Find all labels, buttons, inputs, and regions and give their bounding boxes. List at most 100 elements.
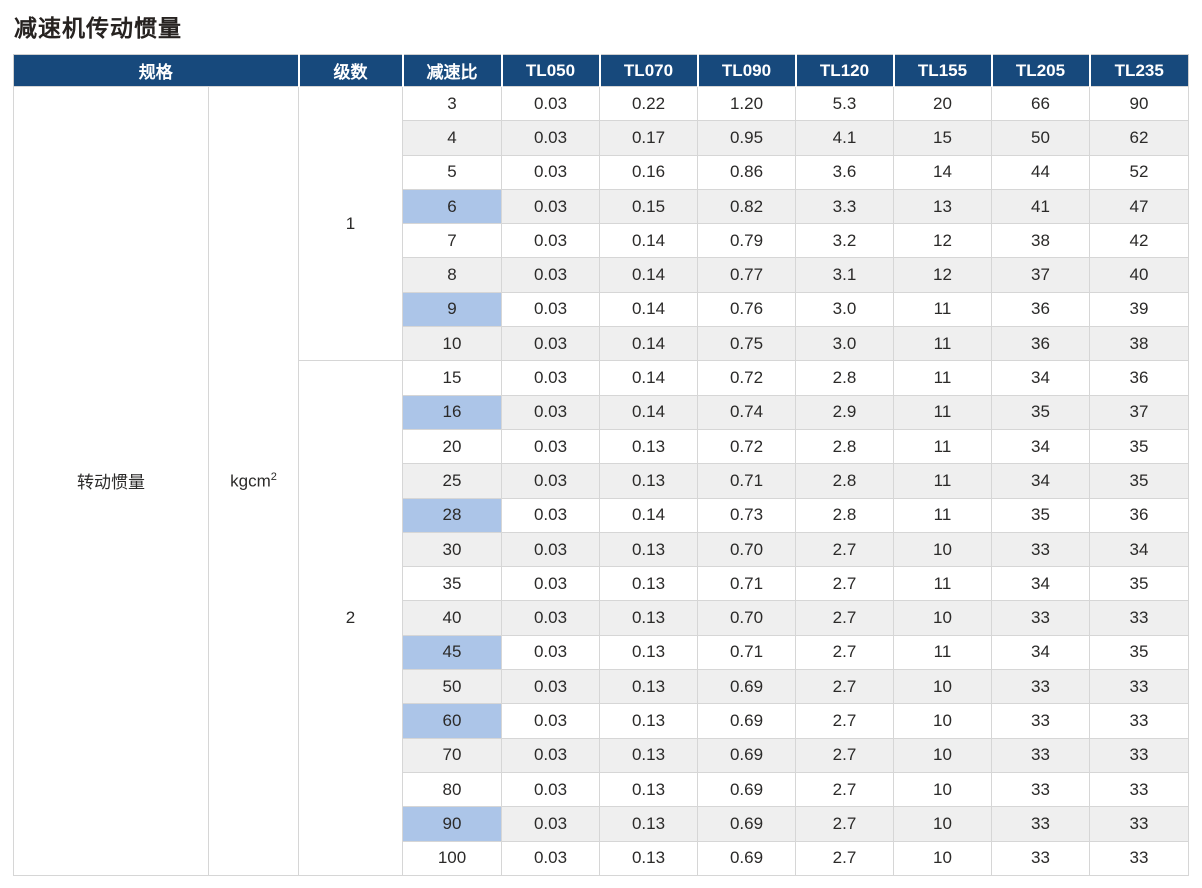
- value-cell-tl090: 0.69: [697, 806, 796, 842]
- ratio-cell: 90: [402, 806, 502, 842]
- value-cell-tl070: 0.13: [599, 703, 698, 739]
- value-cell-tl155: 11: [893, 360, 992, 396]
- value-cell-tl205: 66: [991, 85, 1090, 122]
- ratio-cell: 40: [402, 600, 502, 636]
- value-cell-tl090: 0.76: [697, 291, 796, 328]
- value-cell-tl235: 47: [1089, 188, 1189, 225]
- ratio-cell: 20: [402, 428, 502, 465]
- value-cell-tl205: 33: [991, 531, 1090, 568]
- value-cell-tl235: 33: [1089, 669, 1189, 705]
- value-cell-tl120: 2.7: [795, 771, 894, 808]
- value-cell-tl070: 0.14: [599, 360, 698, 396]
- value-cell-tl050: 0.03: [501, 257, 600, 293]
- value-cell-tl235: 35: [1089, 566, 1189, 602]
- value-cell-tl070: 0.15: [599, 188, 698, 225]
- value-cell-tl120: 2.8: [795, 360, 894, 396]
- value-cell-tl205: 33: [991, 771, 1090, 808]
- value-cell-tl235: 39: [1089, 291, 1189, 328]
- value-cell-tl120: 2.8: [795, 497, 894, 533]
- value-cell-tl120: 2.7: [795, 531, 894, 568]
- value-cell-tl090: 0.70: [697, 600, 796, 636]
- value-cell-tl090: 0.73: [697, 497, 796, 533]
- value-cell-tl050: 0.03: [501, 737, 600, 773]
- value-cell-tl070: 0.16: [599, 154, 698, 190]
- value-cell-tl205: 34: [991, 428, 1090, 465]
- value-cell-tl050: 0.03: [501, 360, 600, 396]
- value-cell-tl205: 34: [991, 634, 1090, 671]
- table-row: 6 0.03 0.15 0.82 3.3 13 41 47: [14, 188, 1189, 225]
- value-cell-tl205: 44: [991, 154, 1090, 190]
- ratio-cell: 80: [402, 771, 502, 808]
- value-cell-tl120: 3.3: [795, 188, 894, 225]
- value-cell-tl050: 0.03: [501, 463, 600, 499]
- ratio-cell: 9: [402, 291, 502, 328]
- header-model-tl050: TL050: [500, 54, 600, 87]
- value-cell-tl155: 10: [893, 737, 992, 773]
- value-cell-tl090: 1.20: [697, 85, 796, 122]
- value-cell-tl090: 0.86: [697, 154, 796, 190]
- value-cell-tl050: 0.03: [501, 85, 600, 122]
- value-cell-tl205: 50: [991, 120, 1090, 156]
- header-model-tl155: TL155: [892, 54, 992, 87]
- value-cell-tl235: 38: [1089, 326, 1189, 362]
- value-cell-tl235: 33: [1089, 840, 1189, 876]
- value-cell-tl050: 0.03: [501, 154, 600, 190]
- table-row: 7 0.03 0.14 0.79 3.2 12 38 42: [14, 223, 1189, 259]
- table-row: 35 0.03 0.13 0.71 2.7 11 34 35: [14, 566, 1189, 602]
- value-cell-tl235: 35: [1089, 428, 1189, 465]
- value-cell-tl120: 2.8: [795, 428, 894, 465]
- value-cell-tl120: 3.0: [795, 326, 894, 362]
- value-cell-tl070: 0.13: [599, 531, 698, 568]
- value-cell-tl050: 0.03: [501, 669, 600, 705]
- value-cell-tl205: 33: [991, 703, 1090, 739]
- header-ratio: 减速比: [401, 54, 502, 87]
- ratio-cell: 10: [402, 326, 502, 362]
- value-cell-tl235: 33: [1089, 806, 1189, 842]
- ratio-cell: 35: [402, 566, 502, 602]
- table-row: 45 0.03 0.13 0.71 2.7 11 34 35: [14, 634, 1189, 671]
- value-cell-tl120: 2.7: [795, 806, 894, 842]
- value-cell-tl155: 20: [893, 85, 992, 122]
- value-cell-tl155: 11: [893, 463, 992, 499]
- table-row: 8 0.03 0.14 0.77 3.1 12 37 40: [14, 257, 1189, 293]
- value-cell-tl205: 35: [991, 497, 1090, 533]
- value-cell-tl120: 4.1: [795, 120, 894, 156]
- value-cell-tl070: 0.13: [599, 634, 698, 671]
- ratio-cell: 45: [402, 634, 502, 671]
- value-cell-tl155: 12: [893, 223, 992, 259]
- value-cell-tl155: 10: [893, 600, 992, 636]
- table-row: 40 0.03 0.13 0.70 2.7 10 33 33: [14, 600, 1189, 636]
- value-cell-tl090: 0.74: [697, 394, 796, 430]
- value-cell-tl120: 3.6: [795, 154, 894, 190]
- value-cell-tl155: 12: [893, 257, 992, 293]
- ratio-cell: 15: [402, 360, 502, 396]
- stage-cell: 1: [298, 85, 403, 362]
- value-cell-tl155: 11: [893, 566, 992, 602]
- value-cell-tl050: 0.03: [501, 223, 600, 259]
- value-cell-tl235: 40: [1089, 257, 1189, 293]
- table-row: 100 0.03 0.13 0.69 2.7 10 33 33: [14, 840, 1189, 876]
- value-cell-tl120: 2.8: [795, 463, 894, 499]
- value-cell-tl090: 0.71: [697, 463, 796, 499]
- value-cell-tl050: 0.03: [501, 806, 600, 842]
- value-cell-tl155: 14: [893, 154, 992, 190]
- value-cell-tl155: 11: [893, 326, 992, 362]
- value-cell-tl205: 34: [991, 566, 1090, 602]
- table-row: 9 0.03 0.14 0.76 3.0 11 36 39: [14, 291, 1189, 328]
- value-cell-tl050: 0.03: [501, 120, 600, 156]
- value-cell-tl070: 0.14: [599, 257, 698, 293]
- value-cell-tl070: 0.13: [599, 463, 698, 499]
- value-cell-tl090: 0.71: [697, 566, 796, 602]
- header-spec: 规格: [13, 54, 299, 87]
- value-cell-tl070: 0.17: [599, 120, 698, 156]
- value-cell-tl090: 0.69: [697, 737, 796, 773]
- header-model-tl090: TL090: [696, 54, 796, 87]
- value-cell-tl070: 0.14: [599, 497, 698, 533]
- value-cell-tl235: 62: [1089, 120, 1189, 156]
- value-cell-tl120: 5.3: [795, 85, 894, 122]
- value-cell-tl205: 34: [991, 360, 1090, 396]
- value-cell-tl235: 35: [1089, 634, 1189, 671]
- value-cell-tl070: 0.14: [599, 394, 698, 430]
- value-cell-tl120: 3.0: [795, 291, 894, 328]
- value-cell-tl155: 10: [893, 669, 992, 705]
